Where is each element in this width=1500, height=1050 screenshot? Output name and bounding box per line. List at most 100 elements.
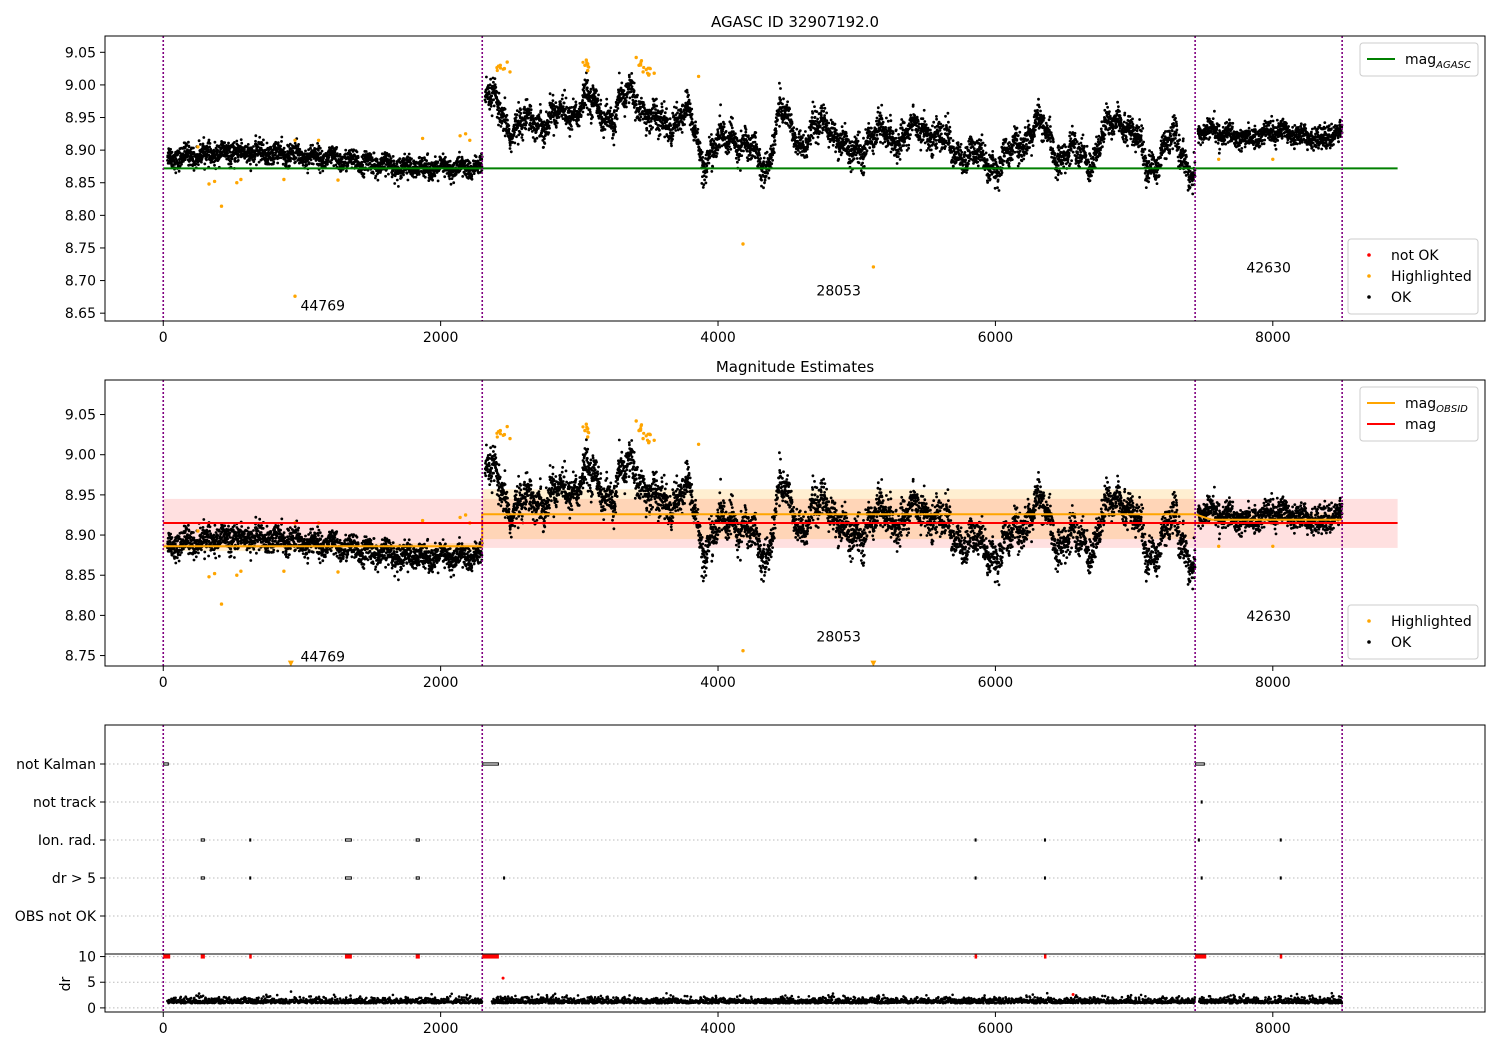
ok-point xyxy=(490,94,494,98)
ok-point xyxy=(344,148,348,152)
ok-point xyxy=(878,111,882,115)
ok-point xyxy=(731,116,734,120)
ok-point xyxy=(524,127,528,131)
ok-point xyxy=(852,157,856,161)
ok-point xyxy=(589,121,593,125)
ok-point xyxy=(844,132,848,135)
ok-point xyxy=(843,121,847,125)
ok-point xyxy=(889,119,893,123)
ok-point xyxy=(932,140,935,144)
ok-point xyxy=(629,90,633,93)
ok-point xyxy=(243,147,246,151)
ok-point xyxy=(744,128,748,131)
ok-point xyxy=(355,150,359,154)
ok-point xyxy=(655,97,658,101)
ok-point xyxy=(809,142,813,146)
ok-point xyxy=(431,178,434,182)
ok-point xyxy=(788,107,791,111)
ok-point xyxy=(306,171,310,175)
ok-point xyxy=(208,142,212,145)
ok-point xyxy=(947,120,950,124)
ok-point xyxy=(662,100,666,103)
ok-point xyxy=(457,155,461,159)
ok-point xyxy=(763,178,767,182)
ok-point xyxy=(778,81,781,85)
ok-point xyxy=(917,122,921,126)
ok-point xyxy=(649,119,653,123)
ok-point xyxy=(705,170,709,174)
ok-point xyxy=(717,143,721,147)
ok-point xyxy=(666,118,669,121)
ok-point xyxy=(509,150,513,154)
ok-point xyxy=(718,114,722,118)
ok-point xyxy=(932,120,936,124)
ok-point xyxy=(924,123,928,127)
ok-point xyxy=(940,132,943,136)
ok-point xyxy=(436,160,440,164)
ok-point xyxy=(816,117,819,121)
ok-point xyxy=(921,138,925,142)
ok-point xyxy=(934,135,938,139)
ok-point xyxy=(947,141,951,145)
ok-point xyxy=(670,144,673,148)
ok-point xyxy=(393,182,397,185)
ok-point xyxy=(635,103,638,106)
ok-point xyxy=(202,136,206,139)
ok-point xyxy=(911,103,915,107)
ok-point xyxy=(250,147,254,151)
ok-point xyxy=(612,132,615,136)
ok-point xyxy=(949,136,953,140)
ok-point xyxy=(520,133,524,137)
ok-point xyxy=(694,135,698,139)
ok-point xyxy=(298,147,302,151)
ok-point xyxy=(421,159,424,163)
ok-point xyxy=(929,128,932,132)
ok-point xyxy=(694,120,697,124)
ok-point xyxy=(493,83,497,87)
ok-point xyxy=(177,169,181,173)
ok-point xyxy=(811,136,815,140)
ok-point xyxy=(845,134,849,138)
ok-point xyxy=(503,134,507,138)
ok-point xyxy=(923,120,927,123)
ok-point xyxy=(820,131,824,135)
ok-point xyxy=(376,178,380,182)
ok-point xyxy=(450,177,454,181)
ok-point xyxy=(614,130,618,134)
ok-point xyxy=(603,128,607,131)
ok-point xyxy=(758,147,762,151)
ok-point xyxy=(584,103,588,107)
ok-point xyxy=(192,169,196,172)
ok-point xyxy=(585,86,589,90)
ok-point xyxy=(279,156,283,160)
ok-point xyxy=(886,119,890,123)
ok-point xyxy=(805,155,809,159)
ok-point xyxy=(896,155,900,159)
ok-point xyxy=(690,107,694,111)
ok-point xyxy=(959,142,963,146)
ok-point xyxy=(194,162,198,166)
ok-point xyxy=(272,160,276,164)
ok-point xyxy=(832,139,836,143)
ok-point xyxy=(519,108,522,112)
ok-point xyxy=(492,80,495,84)
ok-point xyxy=(561,105,565,108)
ok-point xyxy=(880,117,884,121)
ok-point xyxy=(750,156,753,160)
ok-point xyxy=(301,163,305,167)
ok-point xyxy=(821,128,825,132)
ok-point xyxy=(213,140,217,144)
ok-point xyxy=(758,153,761,157)
ok-point xyxy=(591,115,594,119)
ok-point xyxy=(658,133,662,136)
ok-point xyxy=(910,128,914,132)
ok-point xyxy=(500,121,504,125)
ok-point xyxy=(710,170,714,173)
ok-point xyxy=(740,154,744,158)
ok-points xyxy=(166,71,1344,196)
ok-point xyxy=(503,96,507,100)
ok-point xyxy=(875,140,878,144)
ok-point xyxy=(889,150,893,154)
ok-point xyxy=(907,143,911,147)
